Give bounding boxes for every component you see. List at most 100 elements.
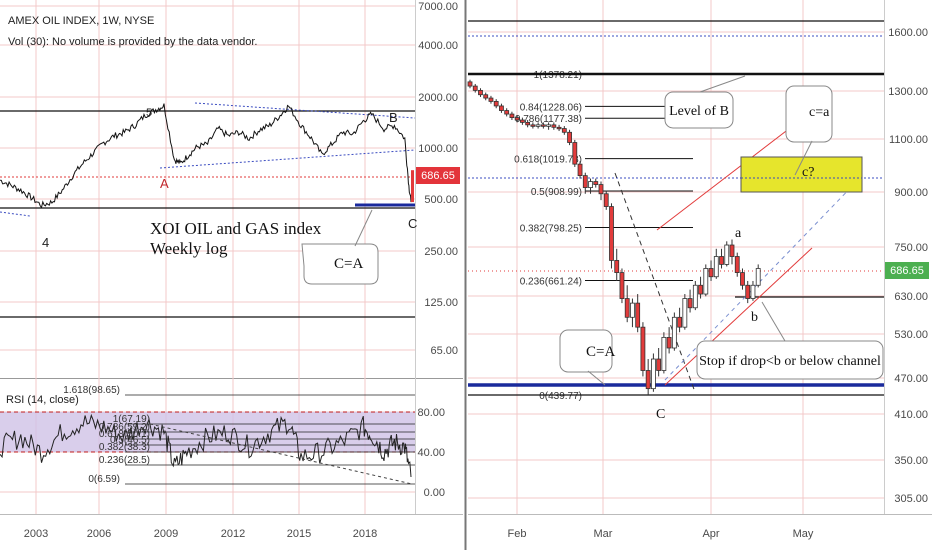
- c-equals-a-text-left: C=A: [334, 256, 363, 272]
- right-panel-bg: [468, 0, 932, 550]
- rsi-fib-label-3: 0.618(50.1): [99, 429, 150, 440]
- candle-body-25: [598, 184, 604, 195]
- left-price-tick-7000.00: 7000.00: [418, 1, 458, 13]
- right-price-tick-900.00: 900.00: [894, 187, 928, 199]
- price-badge-left: [416, 167, 460, 184]
- month-tick-May: May: [793, 528, 814, 540]
- wave-a-label-left: A: [160, 176, 169, 191]
- right-price-tick-350.00: 350.00: [894, 455, 928, 467]
- chart-title-line2: Weekly log: [150, 239, 228, 258]
- rsi-fib-label-0: 1.618(98.65): [63, 385, 120, 396]
- channel-lower[interactable]: [664, 247, 813, 386]
- left-price-tick-125.00: 125.00: [424, 297, 458, 309]
- wave-a-small: a: [735, 226, 742, 241]
- right-price-tick-1300.00: 1300.00: [888, 86, 928, 98]
- rsi-fib-label-1: 1(67.19): [113, 414, 150, 425]
- candle-body-10: [520, 119, 525, 123]
- candle-body-39: [671, 316, 677, 349]
- left-year-tick-2006: 2006: [87, 528, 111, 540]
- left-year-tick-2015: 2015: [287, 528, 311, 540]
- candle-body-36: [656, 358, 662, 371]
- candle-body-55: [755, 268, 761, 286]
- candle-body-12: [530, 124, 536, 127]
- fib-label-4: 0.5(908.99): [531, 187, 582, 198]
- candle-body-15: [546, 124, 551, 127]
- lower-trendline[interactable]: [159, 149, 416, 169]
- axis-labels: 7000.00 4000.00 2000.00 1000.00 500.00 250.00…: [24, 1, 928, 540]
- right-price-tick-410.00: 410.00: [894, 409, 928, 421]
- fib-label-5: 0.382(798.25): [520, 223, 582, 234]
- candle-body-43: [692, 284, 698, 309]
- month-tick-Feb: Feb: [508, 528, 527, 540]
- rsi-tick-80.00: 80.00: [417, 407, 445, 419]
- rsi-fib-label-4: 0.5(46.5): [110, 435, 150, 446]
- left-year-tick-2018: 2018: [353, 528, 377, 540]
- c-equals-a-target-text: c=a: [809, 105, 830, 120]
- candle-body-16: [551, 124, 557, 128]
- callout-c-equals-a-right[interactable]: [559, 329, 613, 386]
- left-year-tick-2003: 2003: [24, 528, 48, 540]
- wave-5-label: 5: [146, 107, 152, 119]
- right-drawings: [468, 20, 884, 396]
- left-price-tick-500.00: 500.00: [424, 194, 458, 206]
- candle-body-47: [713, 256, 719, 278]
- candle-body-53: [745, 284, 751, 299]
- candle-body-29: [619, 272, 625, 299]
- candle-body-30: [624, 298, 630, 318]
- candle-body-18: [561, 128, 567, 133]
- candles: [467, 79, 761, 395]
- callout-pointer: [354, 209, 373, 247]
- right-price-tick-1100.00: 1100.00: [889, 134, 928, 146]
- candle-body-45: [703, 268, 709, 295]
- channel-upper[interactable]: [656, 114, 808, 231]
- price-badge-right-text: 686.65: [890, 265, 924, 277]
- fib-label-1: 0.84(1228.06): [520, 102, 582, 113]
- projection-dashed[interactable]: [664, 177, 861, 381]
- candle-body-13: [535, 124, 541, 127]
- decline-trendline[interactable]: [614, 172, 696, 393]
- upper-trendline[interactable]: [194, 102, 416, 119]
- rsi-fib-levels: 1.618(98.65) 1(67.19)0.786(59.2)0.618(50.…: [63, 385, 415, 485]
- left-price-tick-2000.00: 2000.00: [418, 92, 458, 104]
- fib-label-6: 0.236(661.24): [520, 276, 582, 287]
- wave-b-small: b: [751, 310, 758, 325]
- stop-note-text: Stop if drop<b or below channel: [699, 354, 881, 369]
- left-price-tick-4000.00: 4000.00: [418, 40, 458, 52]
- candle-body-11: [525, 122, 531, 126]
- right-price-tick-305.00: 305.00: [894, 493, 928, 505]
- annotations: 5 A 4 B C C=A a b Cc=a c? C=A Level of B Stop if dro…: [42, 104, 881, 422]
- callout-c-equals-a-target[interactable]: [785, 85, 833, 176]
- candle-body-38: [666, 336, 672, 349]
- left-price-tick-65.00: 65.00: [430, 345, 458, 357]
- candle-body-51: [734, 256, 740, 273]
- candle-body-40: [677, 316, 682, 328]
- left-year-tick-2009: 2009: [154, 528, 178, 540]
- left-price-tick-1000.00: 1000.00: [418, 143, 458, 155]
- weekly-series: [0, 103, 414, 209]
- candle-body-31: [630, 302, 635, 318]
- rsi-tick-0.00: 0.00: [424, 487, 445, 499]
- candle-body-23: [588, 181, 593, 188]
- candle-body-9: [514, 117, 520, 121]
- month-tick-Mar: Mar: [594, 528, 613, 540]
- right-price-tick-1600.00: 1600.00: [888, 27, 928, 39]
- right-price-tick-470.00: 470.00: [894, 373, 928, 385]
- callout-level-of-b[interactable]: [664, 75, 746, 129]
- candle-body-8: [509, 113, 515, 119]
- rsi-header: RSI (14, close): [6, 394, 79, 406]
- callout-stop[interactable]: [696, 301, 884, 380]
- candle-body-24: [593, 181, 599, 185]
- old-trendline: [0, 211, 31, 217]
- candle-body-0: [467, 81, 473, 87]
- candle-body-27: [609, 206, 614, 261]
- fib-label-0: 1(1378.21): [534, 70, 582, 81]
- callout-pointer-target: [794, 140, 813, 176]
- candle-body-5: [493, 101, 499, 107]
- wave-c-label-left: C: [408, 216, 417, 231]
- month-tick-Apr: Apr: [702, 528, 719, 540]
- candle-body-49: [724, 244, 730, 265]
- callout-c-equals-a-left[interactable]: [301, 209, 379, 285]
- wave-4-label: 4: [42, 235, 49, 250]
- c-question-text: c?: [802, 165, 814, 180]
- wave-b-label: B: [389, 110, 398, 125]
